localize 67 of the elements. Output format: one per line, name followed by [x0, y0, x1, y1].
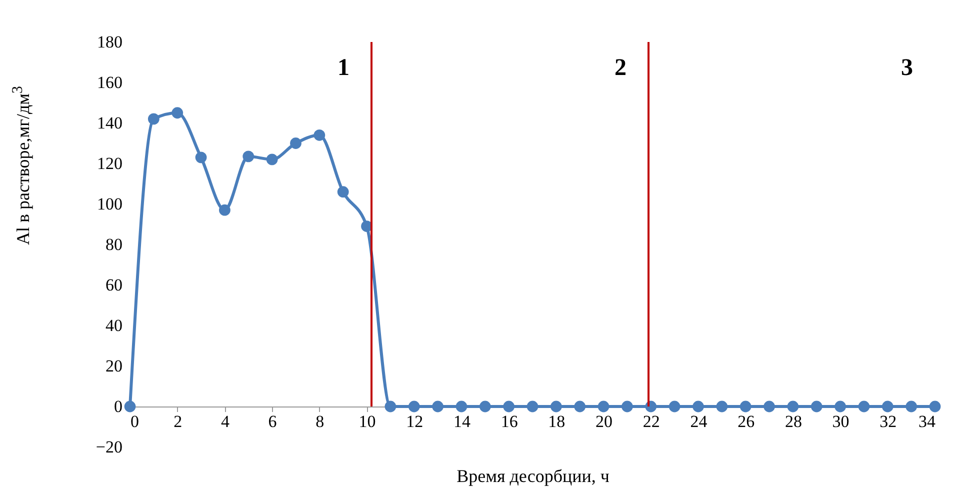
x-tick-label: 34: [918, 412, 936, 431]
point: [456, 400, 468, 412]
point: [290, 138, 302, 149]
point: [740, 400, 752, 412]
y-tick-label: 100: [97, 194, 122, 214]
x-tick-label: 2: [174, 412, 182, 431]
point: [479, 400, 491, 412]
point: [716, 400, 728, 412]
y-tick-label: 20: [106, 356, 122, 376]
x-tick-label: 18: [548, 412, 566, 431]
y-tick-label: 60: [106, 276, 122, 294]
point: [882, 400, 894, 412]
point: [550, 400, 562, 412]
y-tick-label: 80: [106, 235, 122, 254]
point: [148, 113, 160, 125]
point: [314, 129, 326, 141]
point: [858, 400, 870, 412]
x-tick-label: 8: [316, 412, 324, 431]
x-tick-label: 10: [358, 412, 376, 431]
point: [503, 400, 515, 412]
point: [598, 400, 610, 412]
point: [408, 400, 420, 412]
point: [526, 400, 538, 412]
y-tick-label: 40: [106, 316, 122, 335]
x-tick-label: 32: [880, 412, 897, 431]
annotation: 3: [901, 55, 913, 81]
point: [574, 400, 586, 412]
point: [195, 152, 207, 164]
x-tick-label: 12: [406, 412, 424, 431]
point: [384, 400, 396, 412]
x-tick-label: 26: [738, 412, 755, 431]
point: [242, 150, 254, 162]
y-tick-label: 140: [97, 114, 122, 132]
x-tick-label: 14: [453, 412, 471, 431]
point: [622, 400, 633, 412]
y-tick-label: −20: [96, 438, 122, 456]
point: [645, 400, 657, 412]
y-tick-label: 120: [97, 154, 122, 173]
x-tick-label: 16: [500, 412, 518, 431]
annotation: 1: [338, 55, 350, 81]
y-tick-label: 160: [97, 73, 122, 92]
annotation: 2: [614, 55, 627, 81]
point: [219, 204, 230, 216]
x-tick-label: 28: [784, 412, 802, 431]
x-tick-label: 22: [642, 412, 660, 431]
x-tick-label: 4: [220, 412, 230, 431]
x-tick-label: 30: [832, 412, 850, 431]
x-tick-label: 20: [596, 412, 613, 431]
point: [337, 186, 349, 198]
x-axis-title: Время десорбции, ч: [456, 466, 610, 486]
point: [906, 400, 918, 412]
y-tick-label: 0: [114, 397, 122, 416]
point: [692, 400, 704, 412]
x-tick-label: 6: [268, 412, 277, 431]
point: [787, 400, 799, 412]
point: [834, 400, 846, 412]
point: [266, 154, 278, 166]
point: [124, 400, 136, 412]
point: [668, 400, 680, 412]
point: [764, 400, 775, 412]
x-tick-label: 0: [130, 412, 139, 431]
point: [172, 107, 184, 119]
y-tick-label: 180: [97, 32, 122, 52]
point: [432, 400, 444, 412]
point: [810, 400, 822, 412]
point: [929, 400, 941, 412]
x-tick-label: 24: [690, 412, 708, 431]
